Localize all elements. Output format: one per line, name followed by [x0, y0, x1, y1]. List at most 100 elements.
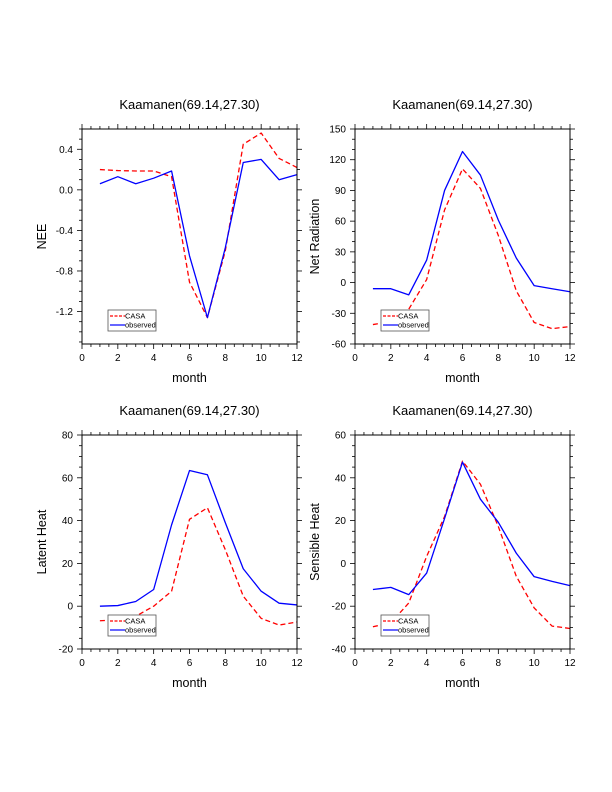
chart-title: Kaamanen(69.14,27.30): [392, 97, 532, 112]
x-tick-label: 6: [187, 658, 193, 669]
y-tick-labels: 150 120 90 60 30 0 -30 -60: [329, 125, 346, 351]
x-tick-label: 8: [223, 658, 229, 669]
y-tick-labels: 80 60 40 20 0 -20: [59, 431, 74, 656]
x-tick-label: 4: [151, 353, 157, 364]
legend-label-casa: CASA: [398, 312, 418, 321]
series-line-observed: [372, 461, 571, 596]
panel-nee: Kaamanen(69.14,27.30) month NEE 0 2 4 6 8 10 1…: [35, 97, 303, 385]
x-tick-labels: 0 2 4 6 8 10 12: [79, 353, 303, 364]
legend-label-observed: observed: [398, 626, 429, 635]
x-tick-label: 6: [460, 353, 466, 364]
y-axis-label: Latent Heat: [35, 509, 49, 574]
x-tick-label: 2: [115, 658, 121, 669]
legend: CASA observed: [107, 309, 157, 332]
panel-latent-heat: Kaamanen(69.14,27.30) month Latent Heat …: [35, 403, 303, 690]
series-line-observed: [99, 158, 298, 319]
y-tick-label: -20: [59, 645, 74, 656]
y-tick-label: 40: [62, 516, 74, 527]
y-axis-label: NEE: [35, 224, 49, 250]
y-tick-label: -0.4: [56, 226, 74, 237]
plot-frame: [354, 434, 571, 650]
legend-label-casa: CASA: [125, 312, 145, 321]
x-tick-label: 2: [115, 353, 121, 364]
legend: CASA observed: [380, 614, 430, 637]
x-tick-label: 8: [496, 658, 502, 669]
y-axis-label: Sensible Heat: [308, 503, 322, 581]
y-tick-label: 40: [335, 473, 347, 484]
x-tick-label: 12: [291, 658, 303, 669]
y-tick-label: 120: [329, 155, 346, 166]
y-tick-label: 60: [62, 473, 74, 484]
axis-ticks: [77, 430, 302, 654]
chart-title: Kaamanen(69.14,27.30): [119, 403, 259, 418]
legend-label-casa: CASA: [398, 617, 418, 626]
y-tick-label: 0: [340, 559, 346, 570]
x-tick-label: 4: [424, 353, 430, 364]
y-axis-label: Net Radiation: [308, 199, 322, 275]
chart-title: Kaamanen(69.14,27.30): [119, 97, 259, 112]
series-line-observed: [99, 469, 298, 607]
y-tick-label: 60: [335, 217, 347, 228]
x-tick-label: 10: [256, 658, 268, 669]
panel-net-radiation: Kaamanen(69.14,27.30) month Net Radiatio…: [308, 97, 576, 385]
x-tick-label: 4: [424, 658, 430, 669]
panel-sensible-heat: Kaamanen(69.14,27.30) month Sensible Hea…: [308, 403, 576, 690]
x-tick-labels: 0 2 4 6 8 10 12: [79, 658, 303, 669]
y-tick-label: 0: [340, 278, 346, 289]
y-tick-label: 0.0: [59, 185, 73, 196]
legend-box: [380, 309, 430, 332]
x-axis-label: month: [445, 371, 480, 385]
x-axis-label: month: [172, 371, 207, 385]
x-tick-label: 10: [529, 353, 541, 364]
x-tick-label: 12: [564, 658, 576, 669]
y-tick-label: -30: [332, 309, 347, 320]
y-tick-label: 20: [335, 516, 347, 527]
legend-box: [107, 614, 157, 637]
plot-frame: [81, 128, 298, 345]
legend-box: [380, 614, 430, 637]
x-tick-label: 6: [460, 658, 466, 669]
y-tick-label: 20: [62, 559, 74, 570]
legend-box: [107, 309, 157, 332]
chart-title: Kaamanen(69.14,27.30): [392, 403, 532, 418]
legend: CASA observed: [107, 614, 157, 637]
x-tick-label: 0: [79, 353, 85, 364]
y-tick-label: 0.4: [59, 145, 73, 156]
x-tick-label: 2: [388, 658, 394, 669]
x-tick-label: 2: [388, 353, 394, 364]
y-tick-label: -40: [332, 645, 347, 656]
x-tick-label: 4: [151, 658, 157, 669]
legend-label-observed: observed: [398, 321, 429, 330]
plot-frame: [81, 434, 298, 650]
y-tick-label: 0: [67, 602, 73, 613]
series-line-casa: [99, 132, 298, 319]
series-lines: [372, 460, 571, 630]
plot-frame: [354, 128, 571, 345]
y-tick-label: -60: [332, 340, 347, 351]
x-axis-label: month: [172, 676, 207, 690]
x-tick-label: 0: [352, 658, 358, 669]
x-tick-label: 12: [564, 353, 576, 364]
x-tick-label: 6: [187, 353, 193, 364]
x-tick-label: 12: [291, 353, 303, 364]
x-tick-label: 10: [529, 658, 541, 669]
y-tick-label: 30: [335, 247, 347, 258]
series-line-casa: [372, 460, 571, 630]
x-tick-labels: 0 2 4 6 8 10 12: [352, 658, 576, 669]
x-tick-label: 0: [352, 353, 358, 364]
x-tick-labels: 0 2 4 6 8 10 12: [352, 353, 576, 364]
y-tick-label: -0.8: [56, 266, 74, 277]
x-tick-label: 8: [496, 353, 502, 364]
y-tick-label: -20: [332, 602, 347, 613]
x-tick-label: 0: [79, 658, 85, 669]
y-tick-label: 80: [62, 431, 74, 442]
legend-label-observed: observed: [125, 321, 156, 330]
legend: CASA observed: [380, 309, 430, 332]
x-tick-label: 8: [223, 353, 229, 364]
y-tick-label: 150: [329, 125, 346, 136]
y-tick-label: -1.2: [56, 307, 74, 318]
y-tick-labels: 60 40 20 0 -20 -40: [332, 431, 347, 656]
legend-label-observed: observed: [125, 626, 156, 635]
